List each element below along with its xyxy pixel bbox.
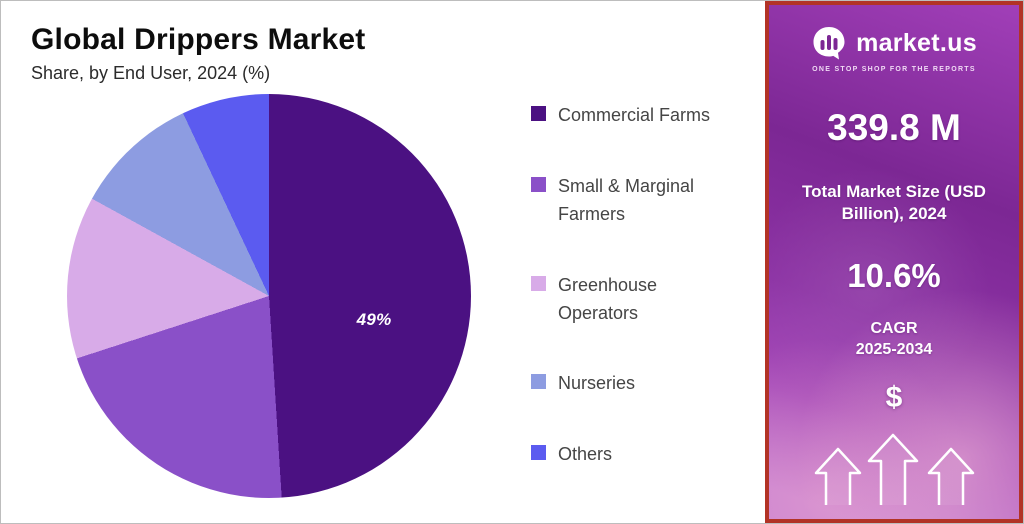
- legend-item: Greenhouse Operators: [531, 272, 730, 328]
- legend-swatch-icon: [531, 445, 546, 461]
- dollar-sign: $: [885, 380, 903, 414]
- legend-item: Small & Marginal Farmers: [531, 173, 730, 229]
- market-size-value: 339.8 M: [827, 107, 961, 148]
- chart-subtitle: Share, by End User, 2024 (%): [31, 63, 271, 83]
- legend-swatch-icon: [531, 275, 546, 291]
- cagr-label: CAGR: [870, 320, 918, 338]
- brand-panel: market.us ONE STOP SHOP FOR THE REPORTS …: [765, 1, 1023, 523]
- legend-swatch-icon: [531, 176, 546, 192]
- market-size-label: Total Market Size (USD Billion), 2024: [802, 182, 986, 224]
- legend-item: Nurseries: [531, 370, 730, 398]
- pie-slice-label: 49%: [356, 310, 392, 330]
- brand-tagline: ONE STOP SHOP FOR THE REPORTS: [812, 66, 976, 73]
- legend-item: Others: [531, 441, 730, 469]
- cagr-value: 10.6%: [847, 257, 941, 295]
- cagr-label-group: CAGR 2025-2034: [856, 319, 933, 361]
- cagr-period: 2025-2034: [855, 340, 933, 358]
- pie-chart: 49%: [67, 94, 471, 498]
- legend-label: Others: [558, 444, 613, 465]
- legend-label: Small & Marginal Farmers: [558, 175, 695, 224]
- chart-area: 49% Commercial Farms Small & Marginal Far…: [31, 94, 765, 498]
- chart-legend: Commercial Farms Small & Marginal Farmers…: [531, 102, 730, 469]
- market-us-logo-icon: [813, 27, 845, 60]
- brand-name: market.us: [856, 28, 977, 57]
- legend-label: Commercial Farms: [558, 105, 711, 125]
- legend-label: Nurseries: [558, 373, 636, 394]
- legend-swatch-icon: [531, 106, 546, 121]
- growth-arrows-icon: [814, 433, 975, 505]
- chart-panel: Global Drippers Market Share, by End Use…: [1, 1, 765, 523]
- chart-title: Global Drippers Market: [31, 23, 366, 56]
- legend-swatch-icon: [531, 374, 546, 390]
- brand-logo: market.us: [811, 25, 977, 61]
- legend-label: Greenhouse Operators: [558, 274, 658, 323]
- legend-item: Commercial Farms: [531, 102, 730, 130]
